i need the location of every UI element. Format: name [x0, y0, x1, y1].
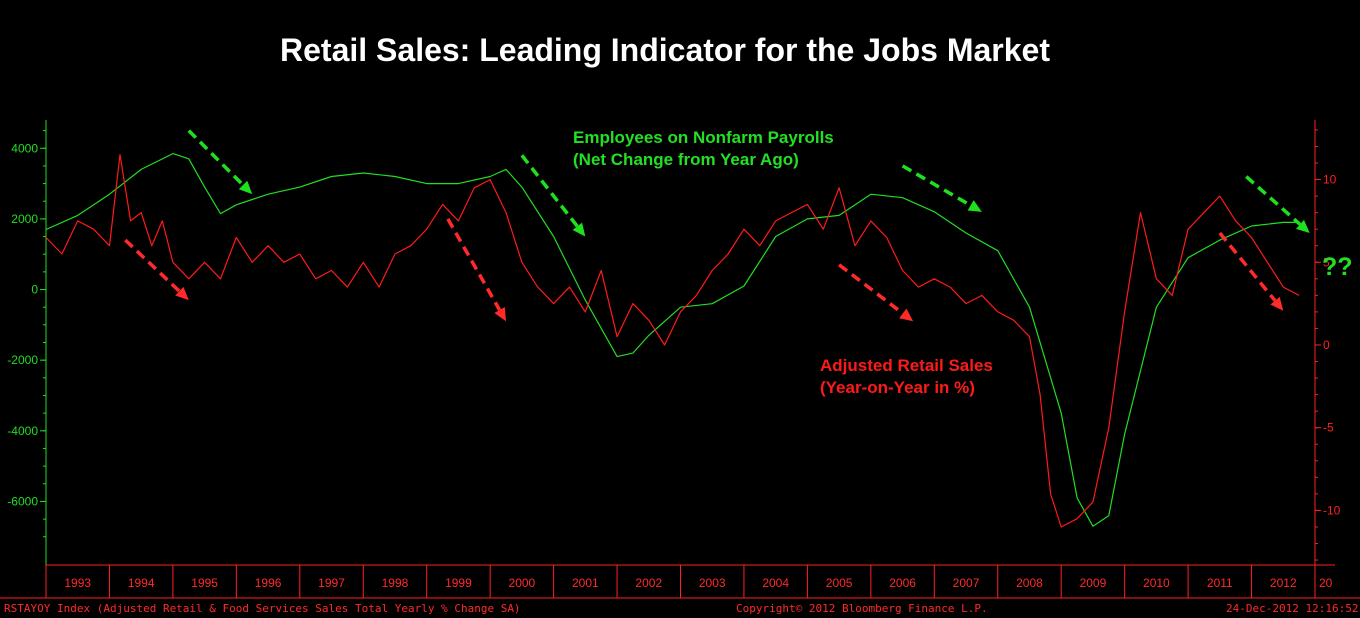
x-tick-label: 2003: [699, 576, 726, 590]
footer-source: RSTAYOY Index (Adjusted Retail & Food Se…: [4, 602, 521, 615]
trend-arrow-head: [899, 308, 914, 322]
trend-arrow-shaft: [838, 263, 904, 315]
x-tick-label: 1993: [64, 576, 91, 590]
x-tick-label: 2008: [1016, 576, 1043, 590]
trend-arrow-head: [494, 307, 507, 322]
x-tick-label: 2012: [1270, 576, 1297, 590]
left-tick-label: 4000: [11, 141, 38, 155]
trend-arrow-head: [572, 222, 586, 237]
x-tick-label: 2000: [509, 576, 536, 590]
footer-timestamp: 24-Dec-2012 12:16:52: [1226, 602, 1359, 615]
annotation-retail-line1: Adjusted Retail Sales: [820, 356, 993, 375]
payrolls-series-line: [45, 153, 1300, 527]
trend-arrow-head: [967, 200, 982, 212]
retail-sales-series-line: [45, 154, 1300, 528]
trend-arrow-shaft: [187, 129, 245, 187]
x-tick-label: 1998: [382, 576, 409, 590]
trend-arrow-shaft: [446, 218, 502, 311]
left-tick-label: -2000: [7, 353, 38, 367]
x-tick-label: 2001: [572, 576, 599, 590]
chart-title: Retail Sales: Leading Indicator for the …: [280, 32, 1050, 68]
left-tick-label: -6000: [7, 494, 38, 508]
x-tick-label: 1994: [128, 576, 155, 590]
trend-arrow-shaft: [124, 238, 181, 293]
annotation-retail-line2: (Year-on-Year in %): [820, 378, 975, 397]
trend-arrow-head: [1270, 296, 1284, 311]
question-marks: ??: [1322, 253, 1353, 281]
x-tick-label: 2007: [953, 576, 980, 590]
trend-arrow-shaft: [901, 164, 972, 207]
left-tick-label: 0: [31, 283, 38, 297]
right-tick-label: -10: [1323, 503, 1341, 517]
trend-arrow-shaft: [1218, 231, 1277, 302]
annotation-payrolls-line1: Employees on Nonfarm Payrolls: [573, 128, 834, 147]
annotation-retail: Adjusted Retail Sales (Year-on-Year in %…: [820, 355, 993, 399]
x-tick-label: 1997: [318, 576, 345, 590]
trend-arrow-shaft: [520, 154, 579, 228]
trend-arrow-shaft: [1245, 175, 1302, 226]
trend-arrow-head: [238, 180, 253, 195]
left-tick-label: -4000: [7, 424, 38, 438]
right-tick-label: 0: [1323, 338, 1330, 352]
x-tick-label: 2006: [889, 576, 916, 590]
right-tick-label: -5: [1323, 421, 1334, 435]
x-tick-label: 2004: [762, 576, 789, 590]
x-tick-label: 2009: [1080, 576, 1107, 590]
trend-arrow-head: [1296, 219, 1310, 234]
x-tick-label: 2011: [1207, 576, 1233, 590]
right-tick-label: 5: [1323, 255, 1330, 269]
x-tick-label: 1995: [191, 576, 218, 590]
x-tick-label: 2002: [635, 576, 662, 590]
left-tick-label: 2000: [11, 212, 38, 226]
annotation-payrolls: Employees on Nonfarm Payrolls (Net Chang…: [573, 127, 834, 171]
trend-arrow-head: [175, 286, 189, 301]
x-tick-label: 20: [1319, 576, 1333, 590]
footer-copyright: Copyright© 2012 Bloomberg Finance L.P.: [736, 602, 988, 615]
x-tick-label: 2010: [1143, 576, 1170, 590]
right-tick-label: 10: [1323, 173, 1337, 187]
x-tick-label: 2005: [826, 576, 853, 590]
x-tick-label: 1996: [255, 576, 282, 590]
annotation-payrolls-line2: (Net Change from Year Ago): [573, 150, 799, 169]
x-tick-label: 1999: [445, 576, 472, 590]
